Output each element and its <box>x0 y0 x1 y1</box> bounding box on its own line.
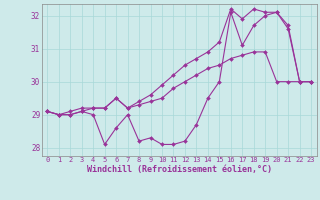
X-axis label: Windchill (Refroidissement éolien,°C): Windchill (Refroidissement éolien,°C) <box>87 165 272 174</box>
